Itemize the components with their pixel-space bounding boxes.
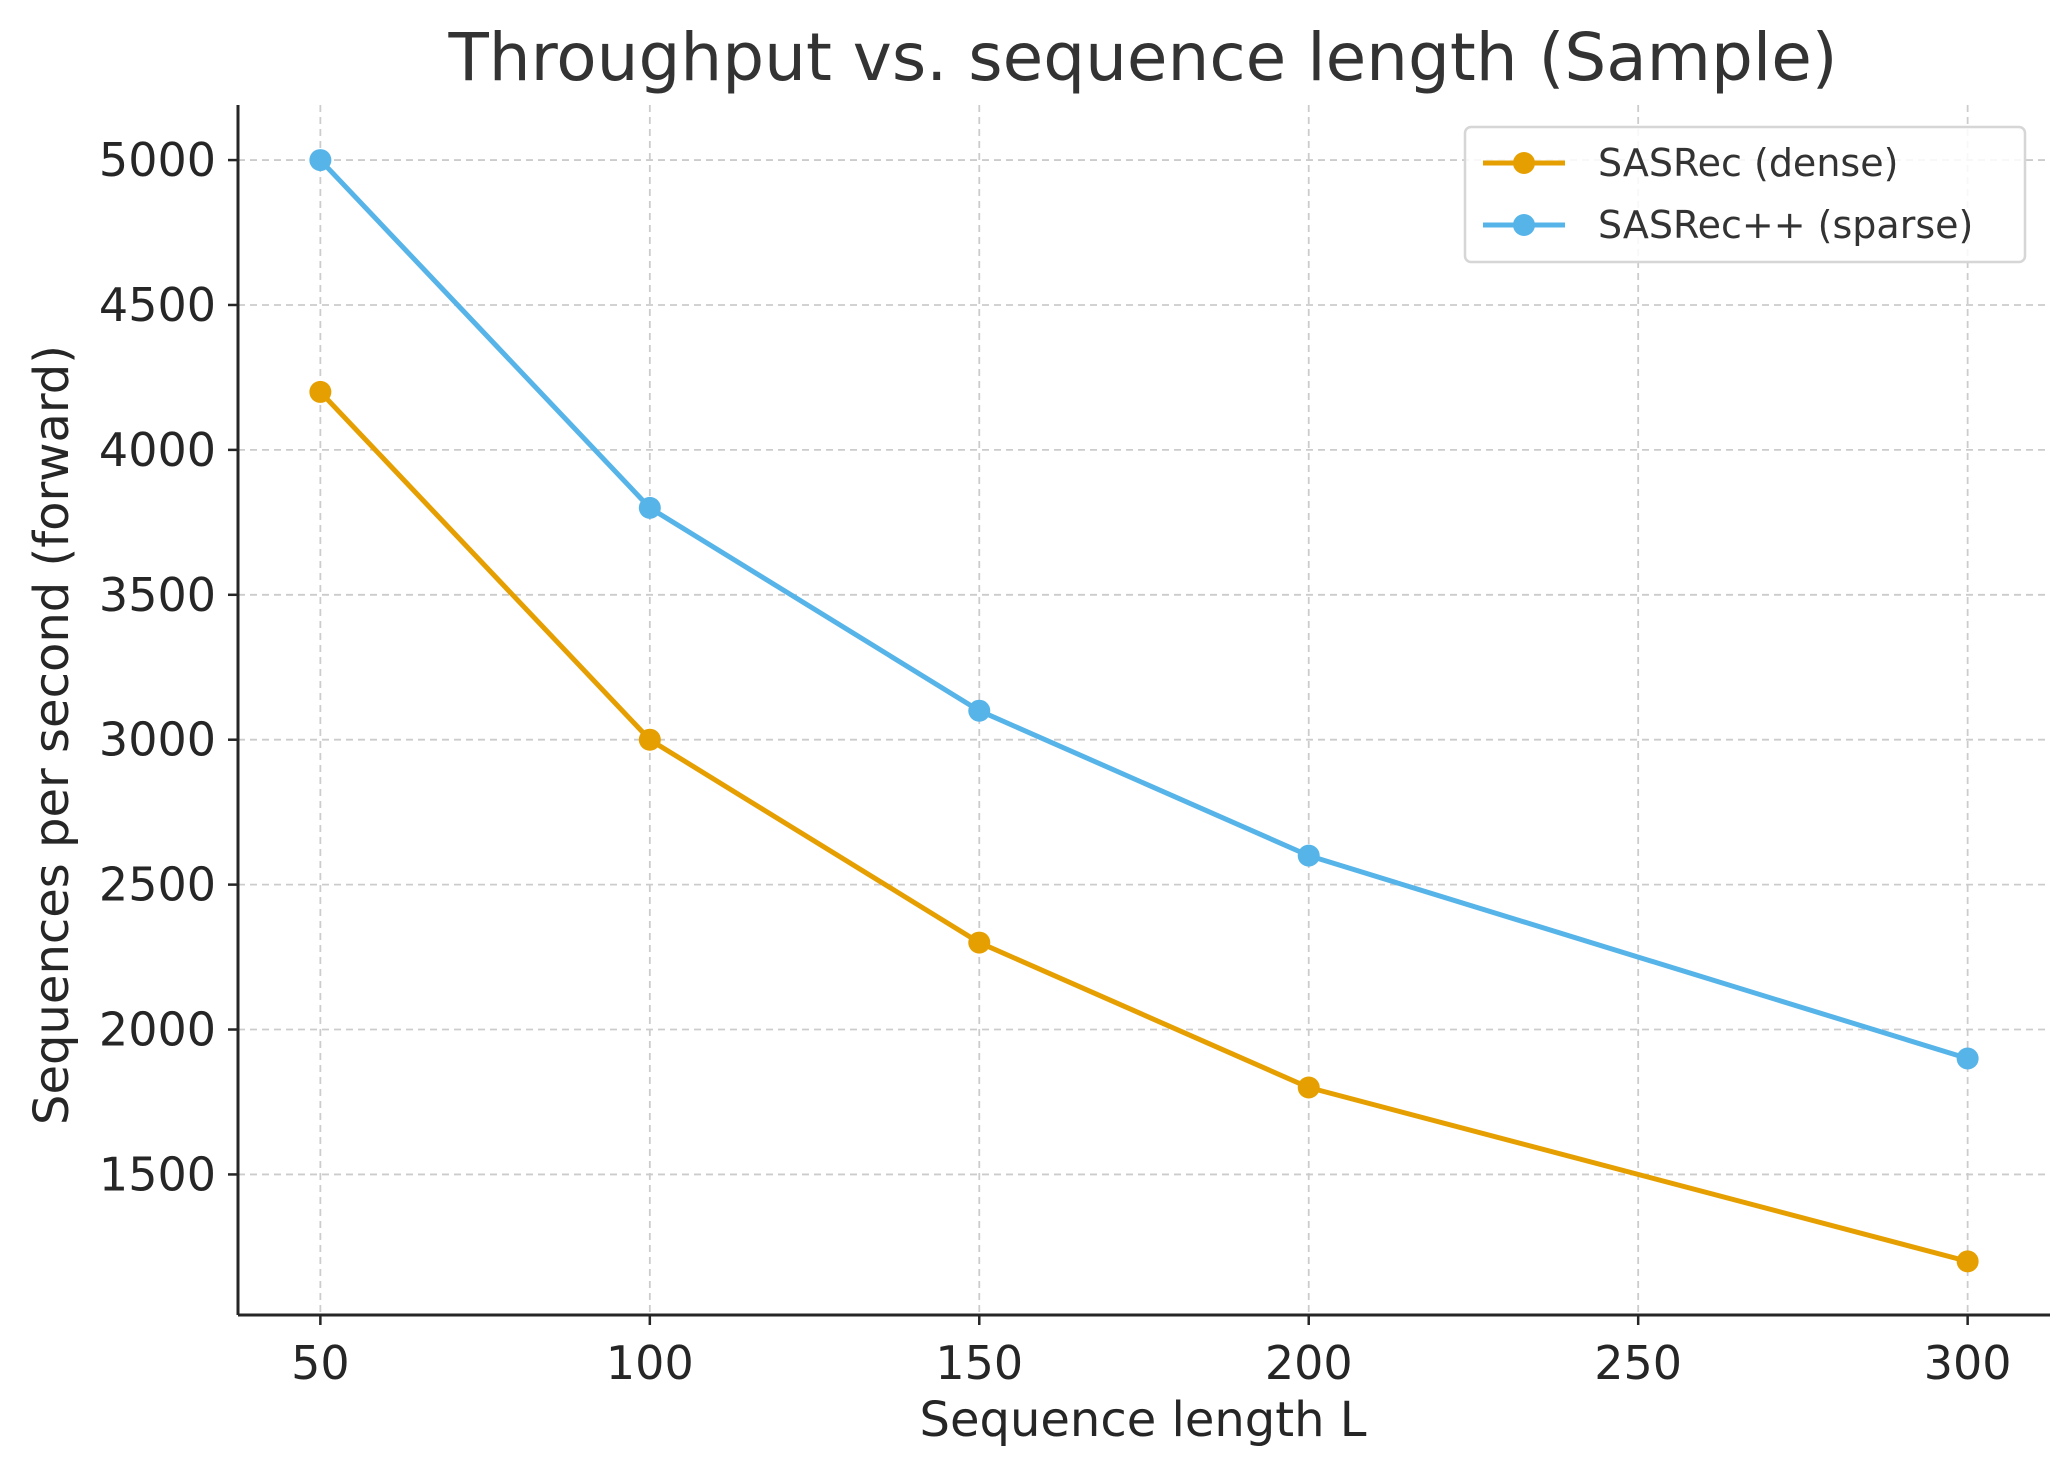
x-tick-label: 300 [1924, 1336, 2012, 1390]
legend-label-2: SASRec++ (sparse) [1598, 203, 1973, 247]
series-2-point [968, 699, 991, 722]
series-1-point [1297, 1076, 1320, 1099]
series-2-point [638, 496, 661, 519]
y-axis-label: Sequences per second (forward) [24, 345, 80, 1125]
x-tick-label: 50 [291, 1336, 350, 1390]
series [309, 149, 1979, 1273]
series-2-point [1297, 844, 1320, 867]
y-tick-label: 5000 [99, 133, 216, 187]
x-tick-label: 100 [606, 1336, 694, 1390]
series-2-point [309, 149, 332, 172]
series-1-point [309, 380, 332, 403]
y-tick-label: 2500 [99, 858, 216, 912]
legend: SASRec (dense) SASRec++ (sparse) [1463, 125, 2027, 264]
series-1-point [968, 931, 991, 954]
y-tick-label: 4000 [99, 423, 216, 477]
legend-marker-2 [1513, 214, 1535, 236]
series-2-point [1956, 1047, 1979, 1070]
x-tick-label: 150 [935, 1336, 1023, 1390]
series-1-point [1956, 1250, 1979, 1273]
y-tick-label: 3500 [99, 568, 216, 622]
series-line-2 [317, 157, 1971, 1062]
legend-marker-1 [1513, 152, 1535, 174]
y-tick-label: 3000 [99, 713, 216, 767]
chart-title: Throughput vs. sequence length (Sample) [447, 19, 1837, 96]
series-1-point [638, 728, 661, 751]
series-line-1 [317, 389, 1971, 1264]
y-tick-label: 1500 [99, 1147, 216, 1201]
y-tick-label: 4500 [99, 278, 216, 332]
grid [238, 105, 2050, 1315]
legend-label-1: SASRec (dense) [1598, 141, 1898, 185]
x-tick-label: 200 [1265, 1336, 1353, 1390]
y-tick-label: 2000 [99, 1003, 216, 1057]
legend-box [1463, 125, 2027, 264]
x-tick-label: 250 [1594, 1336, 1682, 1390]
axes: 50 100 150 200 250 300 1500 2000 2500 3000 3500 400… [99, 105, 2050, 1390]
x-axis-label: Sequence length L [919, 1392, 1366, 1448]
